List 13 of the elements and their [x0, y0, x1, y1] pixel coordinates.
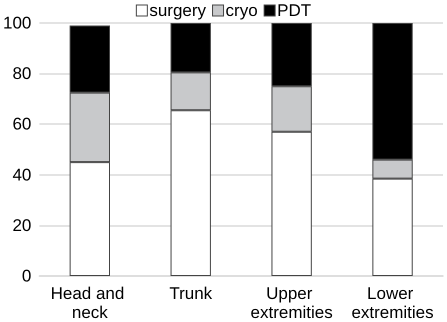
x-tick-label: Upper extremities — [250, 284, 333, 322]
x-tick-label: Lower extremities — [351, 284, 434, 322]
y-tick-label: 100 — [2, 14, 32, 32]
y-tick-label: 20 — [12, 216, 32, 235]
y-tick-label: 0 — [22, 266, 32, 286]
x-tick-label: Head and neck — [50, 284, 130, 322]
legend-label: surgery — [149, 1, 207, 20]
y-tick-label: 80 — [12, 64, 32, 84]
y-tick-label: 60 — [12, 114, 32, 134]
legend-label: cryo — [226, 1, 258, 20]
x-tick-label: Trunk — [169, 284, 213, 303]
y-tick-label: 40 — [12, 165, 32, 184]
legend-label: PDT — [277, 1, 312, 20]
